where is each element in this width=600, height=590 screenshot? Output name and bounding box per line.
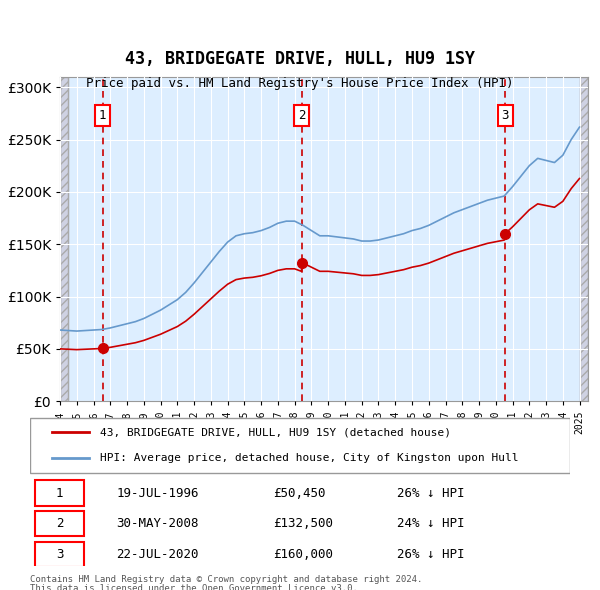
Text: 3: 3 <box>56 548 64 561</box>
Text: HPI: Average price, detached house, City of Kingston upon Hull: HPI: Average price, detached house, City… <box>100 454 519 463</box>
Bar <box>580 77 588 401</box>
Text: 26% ↓ HPI: 26% ↓ HPI <box>397 487 465 500</box>
FancyBboxPatch shape <box>35 510 84 536</box>
Text: £132,500: £132,500 <box>273 517 333 530</box>
Text: 24% ↓ HPI: 24% ↓ HPI <box>397 517 465 530</box>
Text: Price paid vs. HM Land Registry's House Price Index (HPI): Price paid vs. HM Land Registry's House … <box>86 77 514 90</box>
Bar <box>580 77 588 401</box>
Bar <box>60 77 68 401</box>
FancyBboxPatch shape <box>35 542 84 568</box>
Text: £50,450: £50,450 <box>273 487 325 500</box>
Text: 1: 1 <box>99 109 106 122</box>
Text: 26% ↓ HPI: 26% ↓ HPI <box>397 548 465 561</box>
Text: 30-MAY-2008: 30-MAY-2008 <box>116 517 199 530</box>
Text: 2: 2 <box>56 517 64 530</box>
Text: 19-JUL-1996: 19-JUL-1996 <box>116 487 199 500</box>
Text: 43, BRIDGEGATE DRIVE, HULL, HU9 1SY (detached house): 43, BRIDGEGATE DRIVE, HULL, HU9 1SY (det… <box>100 428 451 437</box>
Text: 43, BRIDGEGATE DRIVE, HULL, HU9 1SY: 43, BRIDGEGATE DRIVE, HULL, HU9 1SY <box>125 50 475 68</box>
Text: 3: 3 <box>501 109 509 122</box>
Text: 22-JUL-2020: 22-JUL-2020 <box>116 548 199 561</box>
Bar <box>60 77 68 401</box>
Text: Contains HM Land Registry data © Crown copyright and database right 2024.: Contains HM Land Registry data © Crown c… <box>30 575 422 584</box>
Text: 1: 1 <box>56 487 64 500</box>
Text: £160,000: £160,000 <box>273 548 333 561</box>
FancyBboxPatch shape <box>30 418 570 473</box>
Text: This data is licensed under the Open Government Licence v3.0.: This data is licensed under the Open Gov… <box>30 584 358 590</box>
Text: 2: 2 <box>298 109 305 122</box>
FancyBboxPatch shape <box>35 480 84 506</box>
